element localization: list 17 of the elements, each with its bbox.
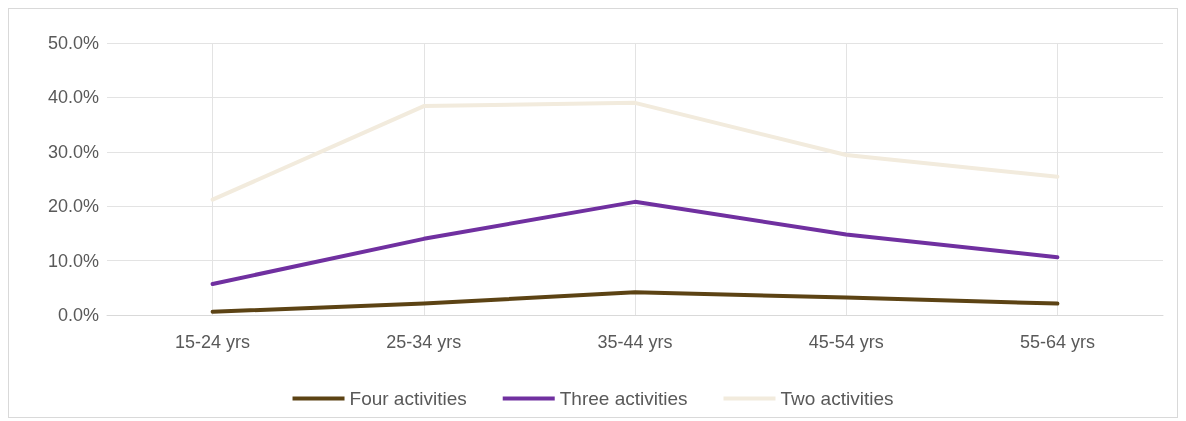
y-tick-label: 30.0% — [47, 141, 99, 162]
y-tick-label: 40.0% — [47, 87, 99, 108]
x-tick-label: 25-34 yrs — [386, 332, 462, 352]
x-tick-label: 55-64 yrs — [1019, 332, 1095, 352]
x-tick-label: 35-44 yrs — [597, 332, 673, 352]
y-tick-label: 0.0% — [57, 305, 99, 325]
legend-label: Four activities — [349, 388, 467, 409]
legend-label: Two activities — [780, 388, 894, 409]
line-series — [210, 199, 1060, 286]
y-tick-label: 20.0% — [47, 196, 99, 217]
y-tick-label: 50.0% — [47, 33, 99, 53]
line-series — [210, 100, 1060, 202]
legend-label: Three activities — [559, 388, 688, 409]
x-tick-label: 15-24 yrs — [175, 332, 251, 352]
x-tick-label: 45-54 yrs — [808, 332, 884, 352]
line-series — [210, 290, 1060, 314]
y-tick-label: 10.0% — [47, 250, 99, 271]
